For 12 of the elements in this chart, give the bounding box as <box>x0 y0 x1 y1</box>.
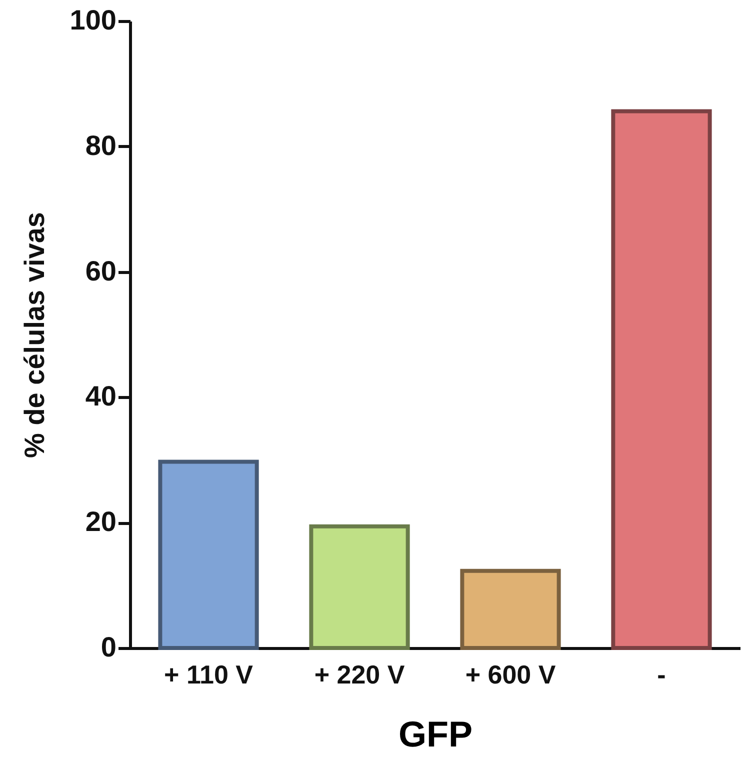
y-tick-label: 100 <box>70 4 116 36</box>
y-tick-label: 20 <box>85 506 116 538</box>
x-tick-label: - <box>657 660 666 690</box>
y-axis-title: % de células vivas <box>18 212 50 458</box>
x-axis-title: GFP <box>398 714 473 754</box>
x-tick-label: + 600 V <box>465 660 556 690</box>
y-tick-label: 40 <box>85 380 116 412</box>
x-tick-label: + 110 V <box>164 660 254 690</box>
y-tick-label: 0 <box>100 632 116 662</box>
x-tick-label: + 220 V <box>314 660 406 690</box>
y-tick-label: 80 <box>85 130 116 161</box>
y-tick-label: 60 <box>85 255 116 286</box>
